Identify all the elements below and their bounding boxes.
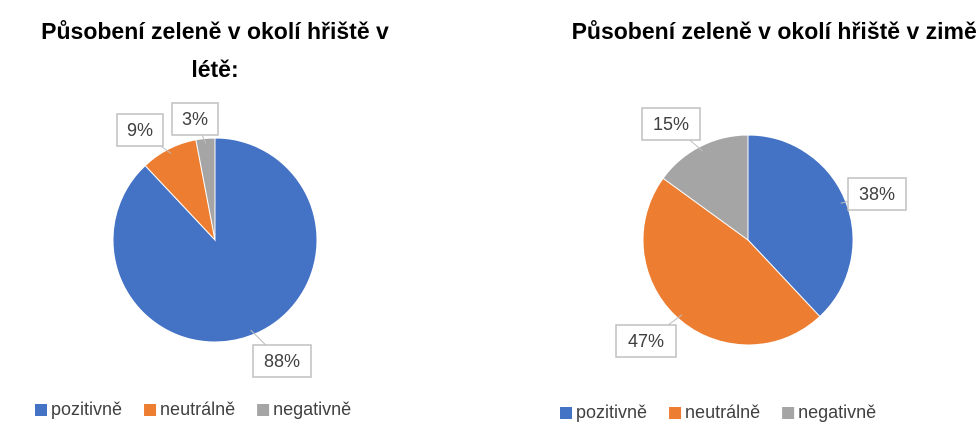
legend-label: neutrálně (685, 402, 760, 422)
legend-label: pozitivně (51, 399, 122, 419)
label-box (641, 107, 701, 141)
legend-swatch (560, 407, 572, 419)
label-box (252, 344, 312, 378)
label-box (847, 177, 907, 211)
legend-label: neutrálně (160, 399, 235, 419)
data-label: 15% (653, 114, 689, 134)
data-label: 9% (127, 120, 153, 140)
pie-slice (112, 137, 318, 343)
label-box (116, 113, 164, 147)
legend-swatch (35, 404, 47, 416)
data-label: 3% (182, 109, 208, 129)
legend-swatch (144, 404, 157, 416)
legend-label: negativně (273, 399, 351, 419)
legend-label: negativně (798, 402, 876, 422)
pie-slice (195, 137, 216, 241)
pie-slice (662, 134, 749, 241)
data-label: 47% (628, 331, 664, 351)
label-box (171, 102, 219, 136)
data-label: 88% (264, 351, 300, 371)
pie-slice (747, 134, 854, 318)
legend-label: pozitivně (576, 402, 647, 422)
legend-swatch (669, 407, 682, 419)
label-box (615, 324, 677, 358)
legend-swatch (782, 407, 795, 419)
chart-title: Působení zeleně v okolí hřiště v létě: (41, 18, 389, 82)
legend-swatch (257, 404, 270, 416)
chart-title: Působení zeleně v okolí hřiště v zimě: (571, 18, 978, 44)
pie-slice (642, 177, 821, 346)
data-label: 38% (859, 184, 895, 204)
